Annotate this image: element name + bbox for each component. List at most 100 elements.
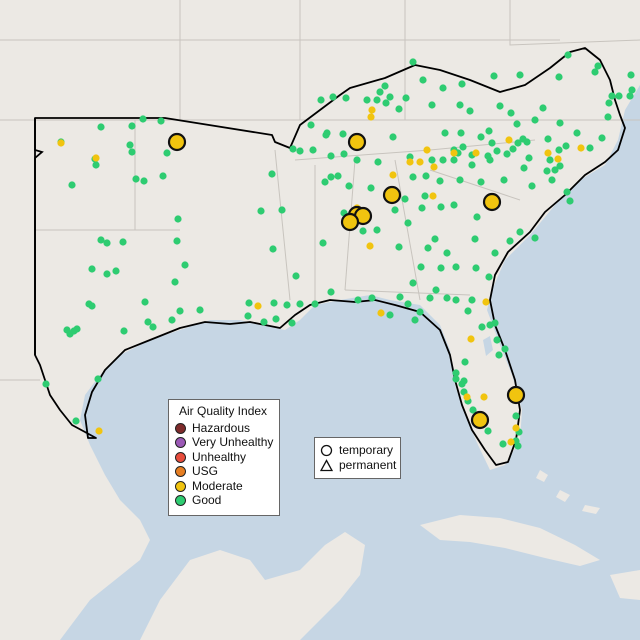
good-monitor-site[interactable] (528, 182, 536, 190)
good-monitor-site[interactable] (443, 249, 451, 257)
good-monitor-site[interactable] (503, 150, 511, 158)
good-monitor-site[interactable] (514, 139, 522, 147)
good-monitor-site[interactable] (604, 113, 612, 121)
good-monitor-site[interactable] (531, 234, 539, 242)
good-monitor-site[interactable] (477, 178, 485, 186)
good-monitor-site[interactable] (149, 323, 157, 331)
good-monitor-site[interactable] (327, 152, 335, 160)
good-monitor-site[interactable] (141, 298, 149, 306)
good-monitor-site[interactable] (386, 311, 394, 319)
good-monitor-site[interactable] (112, 267, 120, 275)
good-monitor-site[interactable] (484, 427, 492, 435)
good-monitor-site[interactable] (543, 167, 551, 175)
moderate-monitor-site[interactable] (480, 393, 488, 401)
good-monitor-site[interactable] (626, 92, 634, 100)
good-monitor-site[interactable] (500, 176, 508, 184)
good-monitor-site[interactable] (128, 122, 136, 130)
moderate-monitor-site[interactable] (430, 163, 438, 171)
good-monitor-site[interactable] (441, 129, 449, 137)
moderate-temporary-site[interactable] (382, 185, 402, 205)
moderate-monitor-site[interactable] (577, 144, 585, 152)
good-monitor-site[interactable] (88, 265, 96, 273)
good-monitor-site[interactable] (416, 308, 424, 316)
good-monitor-site[interactable] (493, 147, 501, 155)
good-monitor-site[interactable] (373, 96, 381, 104)
good-monitor-site[interactable] (92, 161, 100, 169)
moderate-monitor-site[interactable] (367, 113, 375, 121)
good-monitor-site[interactable] (514, 442, 522, 450)
good-monitor-site[interactable] (72, 417, 80, 425)
good-monitor-site[interactable] (157, 117, 165, 125)
good-monitor-site[interactable] (391, 206, 399, 214)
moderate-monitor-site[interactable] (92, 154, 100, 162)
good-monitor-site[interactable] (608, 92, 616, 100)
good-monitor-site[interactable] (466, 107, 474, 115)
good-monitor-site[interactable] (376, 88, 384, 96)
good-monitor-site[interactable] (311, 300, 319, 308)
good-monitor-site[interactable] (477, 133, 485, 141)
good-monitor-site[interactable] (88, 302, 96, 310)
good-monitor-site[interactable] (452, 263, 460, 271)
good-monitor-site[interactable] (327, 288, 335, 296)
good-monitor-site[interactable] (548, 176, 556, 184)
good-monitor-site[interactable] (292, 272, 300, 280)
good-monitor-site[interactable] (319, 239, 327, 247)
good-monitor-site[interactable] (289, 145, 297, 153)
good-monitor-site[interactable] (555, 73, 563, 81)
good-monitor-site[interactable] (594, 62, 602, 70)
good-monitor-site[interactable] (562, 142, 570, 150)
good-monitor-site[interactable] (317, 96, 325, 104)
good-monitor-site[interactable] (556, 119, 564, 127)
good-monitor-site[interactable] (401, 195, 409, 203)
good-monitor-site[interactable] (260, 318, 268, 326)
good-monitor-site[interactable] (452, 369, 460, 377)
good-monitor-site[interactable] (309, 146, 317, 154)
good-monitor-site[interactable] (354, 296, 362, 304)
good-monitor-site[interactable] (174, 215, 182, 223)
good-monitor-site[interactable] (395, 243, 403, 251)
good-monitor-site[interactable] (296, 300, 304, 308)
good-monitor-site[interactable] (171, 278, 179, 286)
good-monitor-site[interactable] (367, 184, 375, 192)
good-monitor-site[interactable] (353, 156, 361, 164)
good-monitor-site[interactable] (628, 86, 636, 94)
good-monitor-site[interactable] (428, 156, 436, 164)
moderate-monitor-site[interactable] (554, 155, 562, 163)
moderate-monitor-site[interactable] (366, 242, 374, 250)
good-monitor-site[interactable] (486, 321, 494, 329)
good-monitor-site[interactable] (456, 176, 464, 184)
good-monitor-site[interactable] (499, 440, 507, 448)
good-monitor-site[interactable] (421, 192, 429, 200)
good-monitor-site[interactable] (139, 115, 147, 123)
good-monitor-site[interactable] (404, 300, 412, 308)
good-monitor-site[interactable] (432, 286, 440, 294)
good-monitor-site[interactable] (452, 375, 460, 383)
good-monitor-site[interactable] (140, 177, 148, 185)
good-monitor-site[interactable] (525, 154, 533, 162)
good-monitor-site[interactable] (468, 296, 476, 304)
good-monitor-site[interactable] (539, 104, 547, 112)
good-monitor-site[interactable] (471, 235, 479, 243)
good-monitor-site[interactable] (555, 146, 563, 154)
moderate-monitor-site[interactable] (512, 424, 520, 432)
good-monitor-site[interactable] (159, 172, 167, 180)
good-monitor-site[interactable] (605, 99, 613, 107)
good-monitor-site[interactable] (409, 279, 417, 287)
good-monitor-site[interactable] (564, 51, 572, 59)
good-monitor-site[interactable] (417, 263, 425, 271)
good-monitor-site[interactable] (181, 261, 189, 269)
good-monitor-site[interactable] (97, 123, 105, 131)
moderate-monitor-site[interactable] (450, 149, 458, 157)
good-monitor-site[interactable] (485, 127, 493, 135)
good-monitor-site[interactable] (68, 181, 76, 189)
good-monitor-site[interactable] (461, 358, 469, 366)
good-monitor-site[interactable] (459, 143, 467, 151)
good-monitor-site[interactable] (509, 145, 517, 153)
moderate-monitor-site[interactable] (57, 139, 65, 147)
moderate-temporary-site[interactable] (506, 385, 526, 405)
good-monitor-site[interactable] (452, 296, 460, 304)
good-monitor-site[interactable] (491, 249, 499, 257)
moderate-temporary-site[interactable] (482, 192, 502, 212)
good-monitor-site[interactable] (573, 129, 581, 137)
good-monitor-site[interactable] (272, 315, 280, 323)
